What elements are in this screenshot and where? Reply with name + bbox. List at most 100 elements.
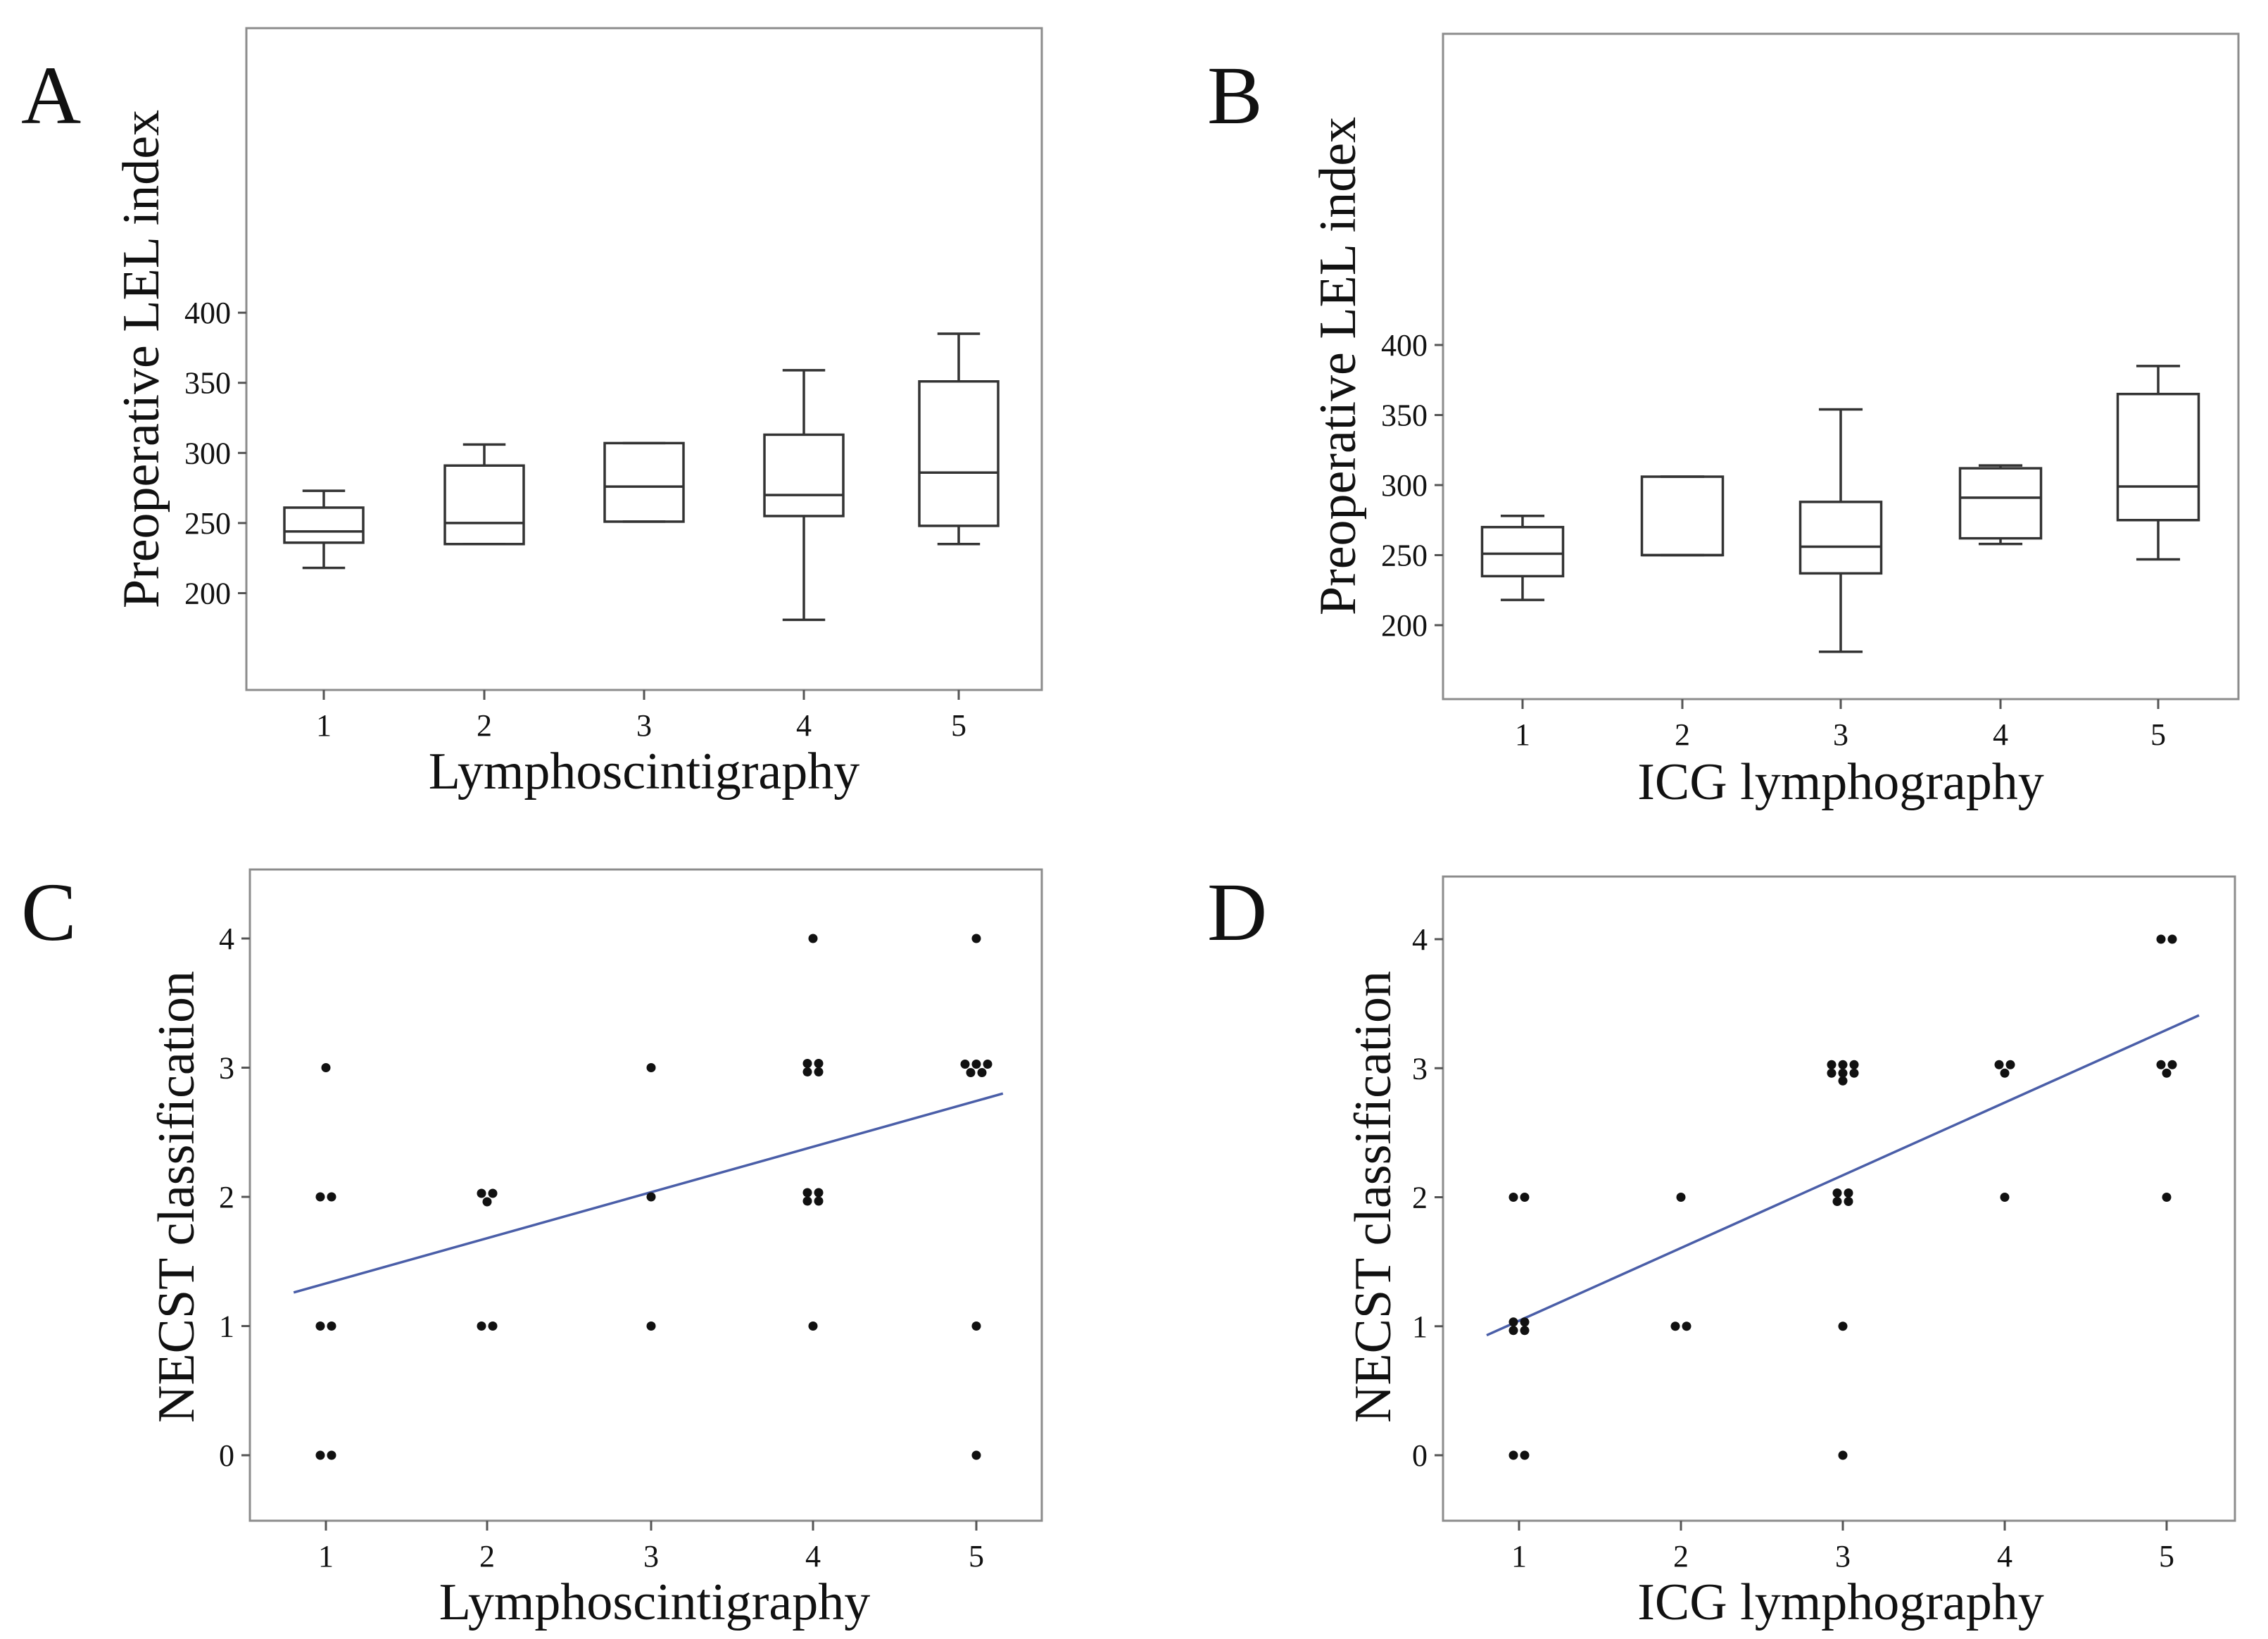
panel-d-data-point	[1520, 1326, 1530, 1336]
panel-c-x-tick-label: 3	[643, 1539, 659, 1574]
panel-d-data-point	[1508, 1317, 1518, 1327]
panel-d-data-point	[1508, 1450, 1518, 1460]
panel-d-data-point	[2005, 1060, 2015, 1069]
panel-d-plot-frame	[1442, 875, 2236, 1522]
panel-a-x-tick-label: 5	[951, 708, 966, 743]
panel-c-data-point	[315, 1192, 325, 1202]
panel-c-data-point	[814, 1067, 824, 1076]
panel-a-box	[603, 441, 685, 523]
panel-d-data-point	[1682, 1321, 1691, 1331]
panel-d-x-axis-label: ICG lymphography	[1637, 1574, 2044, 1631]
panel-d-data-point	[1670, 1321, 1680, 1331]
panel-c-data-point	[646, 1321, 656, 1331]
panel-d-data-point	[1849, 1068, 1859, 1078]
panel-c-data-point	[983, 1060, 993, 1069]
panel-c-x-axis-label: Lymphoscintigraphy	[439, 1574, 871, 1631]
panel-a-y-axis-label: Preoperative LEL index	[113, 110, 170, 608]
panel-d-data-point	[1838, 1076, 1848, 1086]
panel-c-data-point	[488, 1321, 498, 1331]
panel-c-data-point	[814, 1196, 824, 1206]
panel-c-x-tick-label: 1	[318, 1539, 334, 1574]
panel-d-data-point	[2156, 934, 2166, 944]
panel-c-label: C	[21, 866, 77, 958]
panel-c-data-point	[327, 1450, 336, 1460]
panel-c-x-tick-label: 4	[805, 1539, 821, 1574]
panel-d-data-point	[1520, 1450, 1530, 1460]
panel-c-data-point	[488, 1188, 498, 1198]
panel-d-data-point	[2167, 934, 2177, 944]
panel-d-y-tick-label: 2	[1412, 1181, 1428, 1215]
panel-d-y-tick-label: 4	[1412, 922, 1428, 957]
panel-d-data-point	[2000, 1193, 2010, 1202]
panel-a-y-tick-label: 250	[184, 506, 231, 541]
panel-a-y-tick-label: 350	[184, 366, 231, 401]
panel-c-data-point	[321, 1063, 331, 1072]
panel-c-y-tick-label: 4	[219, 922, 234, 956]
panel-b-y-tick-label: 350	[1381, 398, 1428, 433]
panel-c-y-tick-label: 3	[219, 1051, 234, 1086]
panel-c-data-point	[646, 1192, 656, 1202]
panel-b-y-axis-label: Preoperative LEL index	[1309, 117, 1367, 615]
panel-d-data-point	[1838, 1450, 1848, 1460]
panel-d-data-point	[1838, 1068, 1848, 1078]
panel-c-data-point	[482, 1197, 492, 1207]
panel-d-data-point	[1520, 1193, 1530, 1202]
panel-c-scatter: C 1 2 3 4 5 0 1 2 3 4 NECST classification Lymph…	[21, 866, 1043, 1631]
panel-d-x-tick-label: 3	[1835, 1539, 1851, 1574]
panel-c-data-point	[814, 1059, 824, 1068]
panel-c-data-point	[814, 1188, 824, 1198]
panel-d-data-point	[1844, 1197, 1853, 1206]
panel-a-x-axis-label: Lymphoscintigraphy	[429, 743, 860, 800]
panel-d-scatter: D 1 2 3 4 5 0 1 2 3 4 NECST classification ICG l…	[1207, 866, 2236, 1631]
panel-b-x-tick-label: 4	[1993, 717, 2008, 752]
panel-c-y-tick-label: 0	[219, 1438, 234, 1473]
panel-d-data-point	[1838, 1321, 1848, 1331]
panel-c-x-tick-label: 5	[969, 1539, 984, 1574]
panel-a-x-tick-label: 2	[477, 708, 492, 743]
panel-d-data-point	[1827, 1060, 1837, 1069]
panel-d-data-point	[1832, 1188, 1842, 1198]
panel-a-x-tick-label: 4	[796, 708, 812, 743]
panel-a-y-tick-label: 200	[184, 577, 231, 611]
panel-b-box	[2116, 392, 2200, 522]
panel-b-box	[1958, 467, 2043, 540]
panel-c-data-point	[802, 1059, 812, 1068]
panel-c-data-point	[966, 1068, 976, 1077]
panel-d-x-tick-label: 4	[1997, 1539, 2012, 1574]
panel-d-y-axis-label: NECST classification	[1344, 971, 1402, 1423]
panel-c-data-point	[960, 1060, 970, 1069]
panel-c-plot-frame	[248, 868, 1043, 1522]
panel-a-box	[443, 464, 525, 546]
panel-b-label: B	[1207, 49, 1263, 142]
panel-c-data-point	[327, 1192, 336, 1202]
panel-c-y-axis-label: NECST classification	[148, 971, 206, 1423]
panel-a-boxplot: A 1 2 3 4 5 200 250 300 350 400 Preoperative LEL…	[21, 27, 1043, 800]
panel-c-data-point	[808, 1321, 818, 1331]
panel-c-data-point	[802, 1196, 812, 1206]
panel-b-box	[1798, 501, 1883, 575]
panel-c-y-tick-label: 2	[219, 1180, 234, 1214]
panel-d-x-tick-label: 5	[2159, 1539, 2174, 1574]
panel-b-x-tick-label: 3	[1833, 717, 1848, 752]
panel-c-data-point	[971, 1060, 981, 1069]
panel-b-y-tick-label: 300	[1381, 468, 1428, 503]
panel-d-data-point	[2156, 1060, 2166, 1069]
panel-d-data-point	[1849, 1060, 1859, 1069]
panel-c-data-point	[971, 1450, 981, 1460]
panel-b-x-axis-label: ICG lymphography	[1637, 753, 2044, 811]
panel-d-data-point	[2167, 1060, 2177, 1069]
panel-d-data-point	[1676, 1193, 1686, 1202]
panel-d-label: D	[1207, 866, 1267, 958]
panel-c-data-point	[315, 1321, 325, 1331]
panel-c-data-point	[971, 934, 981, 943]
panel-c-data-point	[327, 1321, 336, 1331]
panel-c-data-point	[971, 1321, 981, 1331]
panel-b-y-tick-label: 200	[1381, 608, 1428, 643]
panel-c-data-point	[315, 1450, 325, 1460]
panel-a-label: A	[21, 49, 81, 142]
panel-d-y-tick-label: 0	[1412, 1438, 1428, 1473]
panel-b-x-tick-label: 1	[1515, 717, 1530, 752]
panel-b-x-tick-label: 5	[2150, 717, 2166, 752]
panel-d-data-point	[2000, 1068, 2010, 1078]
